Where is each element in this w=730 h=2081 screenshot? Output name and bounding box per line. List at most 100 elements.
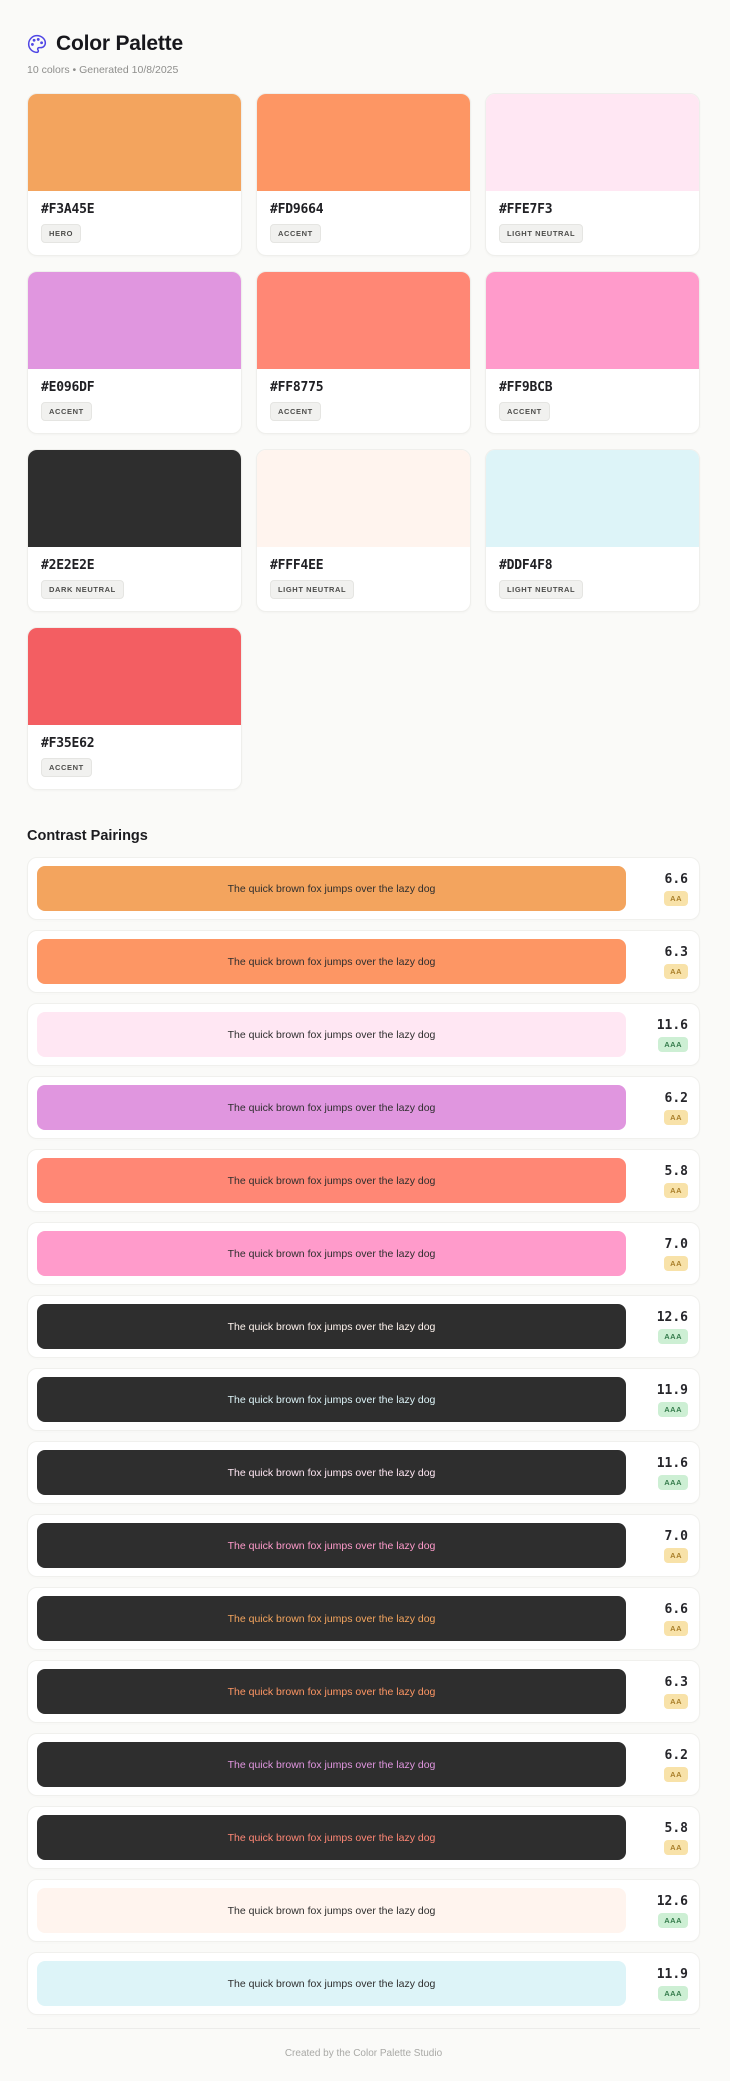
swatch-info: #DDF4F8 LIGHT NEUTRAL [486, 547, 699, 611]
swatch-card: #F35E62 ACCENT [27, 627, 242, 790]
color-swatch[interactable] [257, 450, 470, 547]
sample-text: The quick brown fox jumps over the lazy … [227, 1393, 436, 1406]
contrast-ratio-value: 12.6 [656, 1893, 688, 1909]
footer-credit: Created by the Color Palette Studio [284, 2048, 443, 2059]
wcag-level-badge: AA [664, 1547, 688, 1563]
wcag-level-badge: AAA [658, 1985, 688, 2001]
contrast-pairing-row: The quick brown fox jumps over the lazy … [27, 1295, 700, 1358]
contrast-pairing-row: The quick brown fox jumps over the lazy … [27, 1806, 700, 1869]
contrast-ratio-value: 6.2 [664, 1747, 688, 1763]
contrast-sample-bar: The quick brown fox jumps over the lazy … [37, 1815, 626, 1860]
contrast-pairing-row: The quick brown fox jumps over the lazy … [27, 1733, 700, 1796]
contrast-sample-bar: The quick brown fox jumps over the lazy … [37, 1742, 626, 1787]
swatch-card: #FF9BCB ACCENT [485, 271, 700, 434]
contrast-sample-bar: The quick brown fox jumps over the lazy … [37, 1085, 626, 1130]
swatch-info: #FFE7F3 LIGHT NEUTRAL [486, 191, 699, 255]
color-role-tag: ACCENT [270, 224, 321, 243]
color-role-tag: ACCENT [41, 402, 92, 421]
sample-text: The quick brown fox jumps over the lazy … [227, 1466, 436, 1479]
wcag-level-badge: AA [664, 1766, 688, 1782]
color-hex-label: #DDF4F8 [499, 558, 553, 573]
color-role-tag: LIGHT NEUTRAL [499, 224, 584, 243]
contrast-sample-bar: The quick brown fox jumps over the lazy … [37, 1596, 626, 1641]
color-swatch[interactable] [28, 94, 241, 191]
contrast-pairing-row: The quick brown fox jumps over the lazy … [27, 1952, 700, 2015]
swatch-info: #E096DF ACCENT [28, 369, 241, 433]
swatch-info: #F3A45E HERO [28, 191, 241, 255]
color-swatch[interactable] [28, 628, 241, 725]
swatch-info: #FFF4EE LIGHT NEUTRAL [257, 547, 470, 611]
contrast-ratio-value: 6.2 [664, 1090, 688, 1106]
color-role-tag: ACCENT [270, 402, 321, 421]
palette-icon [27, 34, 47, 54]
swatch-card: #FFF4EE LIGHT NEUTRAL [256, 449, 471, 612]
sample-text: The quick brown fox jumps over the lazy … [227, 1101, 436, 1114]
color-hex-label: #E096DF [41, 380, 95, 395]
wcag-level-badge: AA [664, 1255, 688, 1271]
contrast-sample-bar: The quick brown fox jumps over the lazy … [37, 1669, 626, 1714]
contrast-meta: 11.6 AAA [638, 1456, 690, 1490]
color-swatch[interactable] [486, 450, 699, 547]
contrast-meta: 6.6 AA [638, 1602, 690, 1636]
sample-text: The quick brown fox jumps over the lazy … [227, 1904, 436, 1917]
color-hex-label: #F3A45E [41, 202, 95, 217]
color-swatch[interactable] [28, 450, 241, 547]
contrast-sample-bar: The quick brown fox jumps over the lazy … [37, 1377, 626, 1422]
sample-text: The quick brown fox jumps over the lazy … [227, 1977, 436, 1990]
contrast-pairing-row: The quick brown fox jumps over the lazy … [27, 1076, 700, 1139]
wcag-level-badge: AA [664, 1109, 688, 1125]
contrast-ratio-value: 6.6 [664, 1601, 688, 1617]
contrast-meta: 7.0 AA [638, 1237, 690, 1271]
color-hex-label: #2E2E2E [41, 558, 95, 573]
color-swatch[interactable] [486, 272, 699, 369]
wcag-level-badge: AAA [658, 1401, 688, 1417]
color-swatch[interactable] [28, 272, 241, 369]
contrast-meta: 5.8 AA [638, 1164, 690, 1198]
wcag-level-badge: AAA [658, 1036, 688, 1052]
contrast-ratio-value: 7.0 [664, 1528, 688, 1544]
contrast-sample-bar: The quick brown fox jumps over the lazy … [37, 1523, 626, 1568]
swatch-card: #E096DF ACCENT [27, 271, 242, 434]
contrast-ratio-value: 11.9 [656, 1966, 688, 1982]
wcag-level-badge: AAA [658, 1912, 688, 1928]
wcag-level-badge: AA [664, 1839, 688, 1855]
contrast-ratio-value: 7.0 [664, 1236, 688, 1252]
contrast-pairing-row: The quick brown fox jumps over the lazy … [27, 1441, 700, 1504]
color-swatch[interactable] [257, 94, 470, 191]
contrast-sample-bar: The quick brown fox jumps over the lazy … [37, 1888, 626, 1933]
palette-subtitle: 10 colors • Generated 10/8/2025 [27, 64, 179, 76]
contrast-pairing-row: The quick brown fox jumps over the lazy … [27, 930, 700, 993]
page-title: Color Palette [56, 32, 183, 55]
sample-text: The quick brown fox jumps over the lazy … [227, 882, 436, 895]
contrast-ratio-value: 6.3 [664, 1674, 688, 1690]
swatch-card: #FF8775 ACCENT [256, 271, 471, 434]
color-swatch[interactable] [486, 94, 699, 191]
sample-text: The quick brown fox jumps over the lazy … [227, 1685, 436, 1698]
contrast-meta: 6.6 AA [638, 872, 690, 906]
contrast-pairing-row: The quick brown fox jumps over the lazy … [27, 1514, 700, 1577]
wcag-level-badge: AA [664, 963, 688, 979]
wcag-level-badge: AAA [658, 1474, 688, 1490]
contrast-ratio-value: 12.6 [656, 1309, 688, 1325]
color-swatch[interactable] [257, 272, 470, 369]
contrast-meta: 12.6 AAA [638, 1310, 690, 1344]
contrast-sample-bar: The quick brown fox jumps over the lazy … [37, 1961, 626, 2006]
color-hex-label: #F35E62 [41, 736, 95, 751]
wcag-level-badge: AA [664, 1620, 688, 1636]
header: Color Palette [27, 32, 700, 56]
contrast-meta: 6.2 AA [638, 1748, 690, 1782]
contrast-pairing-row: The quick brown fox jumps over the lazy … [27, 1879, 700, 1942]
color-hex-label: #FFF4EE [270, 558, 324, 573]
color-role-tag: HERO [41, 224, 82, 243]
contrast-pairing-row: The quick brown fox jumps over the lazy … [27, 857, 700, 920]
color-hex-label: #FF9BCB [499, 380, 553, 395]
color-role-tag: ACCENT [499, 402, 550, 421]
wcag-level-badge: AA [664, 1693, 688, 1709]
sample-text: The quick brown fox jumps over the lazy … [227, 1320, 436, 1333]
sample-text: The quick brown fox jumps over the lazy … [227, 1174, 436, 1187]
color-role-tag: LIGHT NEUTRAL [270, 580, 355, 599]
contrast-pairing-row: The quick brown fox jumps over the lazy … [27, 1003, 700, 1066]
footer-divider [27, 2028, 700, 2029]
wcag-level-badge: AA [664, 890, 688, 906]
